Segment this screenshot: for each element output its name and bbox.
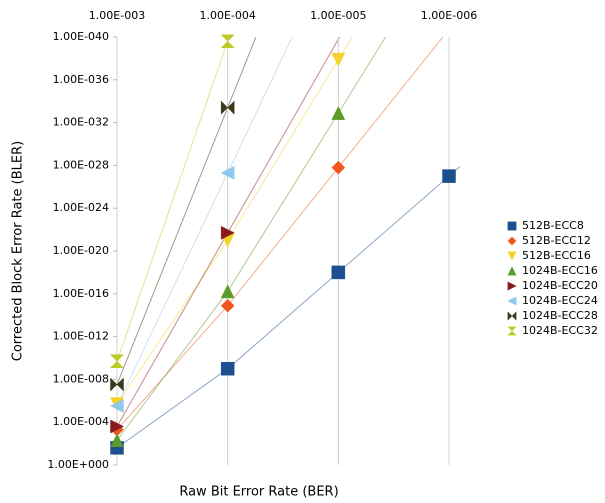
data-point xyxy=(111,434,124,447)
data-point xyxy=(443,170,456,183)
series-line xyxy=(117,108,228,385)
trend-extension xyxy=(228,0,560,173)
legend-label: 1024B-ECC16 xyxy=(522,264,598,277)
legend-marker xyxy=(508,297,516,305)
data-point xyxy=(221,35,234,48)
y-tick-label: 1.00E-020 xyxy=(53,244,109,257)
y-axis-title: Corrected Block Error Rate (BLER) xyxy=(11,141,26,361)
data-point xyxy=(332,53,345,66)
legend-label: 512B-ECC12 xyxy=(522,234,591,247)
legend-marker xyxy=(508,267,516,275)
y-tick-label: 1.00E-004 xyxy=(53,415,109,428)
legend-label: 1024B-ECC28 xyxy=(522,309,598,322)
data-point xyxy=(221,285,234,298)
y-tick-label: 1.00E-016 xyxy=(53,287,109,300)
legend-marker xyxy=(508,327,516,335)
x-axis-title: Raw Bit Error Rate (BER) xyxy=(179,485,338,500)
data-point xyxy=(332,161,345,174)
y-tick-label: 1.00E-024 xyxy=(53,201,109,214)
x-tick-label: 1.00E-005 xyxy=(310,9,366,22)
data-point xyxy=(221,362,234,375)
y-tick-label: 1.00E-008 xyxy=(53,372,109,385)
legend-label: 512B-ECC8 xyxy=(522,219,584,232)
data-point xyxy=(332,266,345,279)
data-point xyxy=(332,107,345,120)
legend-marker xyxy=(508,252,516,260)
legend-marker xyxy=(508,222,516,230)
chart: Raw Bit Error Rate (BER) Corrected Block… xyxy=(0,0,605,503)
y-tick-label: 1.00E-032 xyxy=(53,116,109,129)
y-tick-label: 1.00E+000 xyxy=(47,458,109,471)
trend-extension xyxy=(228,0,560,233)
x-tick-label: 1.00E-006 xyxy=(421,9,477,22)
legend-label: 1024B-ECC20 xyxy=(522,279,598,292)
y-tick-label: 1.00E-012 xyxy=(53,330,109,343)
y-tick-label: 1.00E-028 xyxy=(53,158,109,171)
series-line xyxy=(117,233,228,427)
trend-extension xyxy=(338,0,605,168)
legend-label: 1024B-ECC24 xyxy=(522,294,598,307)
legend-marker xyxy=(508,312,516,320)
trend-extension xyxy=(228,0,560,108)
legend-label: 1024B-ECC32 xyxy=(522,324,598,337)
x-tick-label: 1.00E-003 xyxy=(89,9,145,22)
y-tick-label: 1.00E-036 xyxy=(53,73,109,86)
y-tick-label: 1.00E-040 xyxy=(53,30,109,43)
legend-marker xyxy=(508,237,516,245)
legend-label: 512B-ECC16 xyxy=(522,249,591,262)
x-tick-label: 1.00E-004 xyxy=(199,9,255,22)
data-point xyxy=(111,355,124,368)
legend-marker xyxy=(508,282,516,290)
trend-extension xyxy=(228,0,560,41)
series-line xyxy=(117,173,228,406)
trend-extension xyxy=(449,0,605,176)
